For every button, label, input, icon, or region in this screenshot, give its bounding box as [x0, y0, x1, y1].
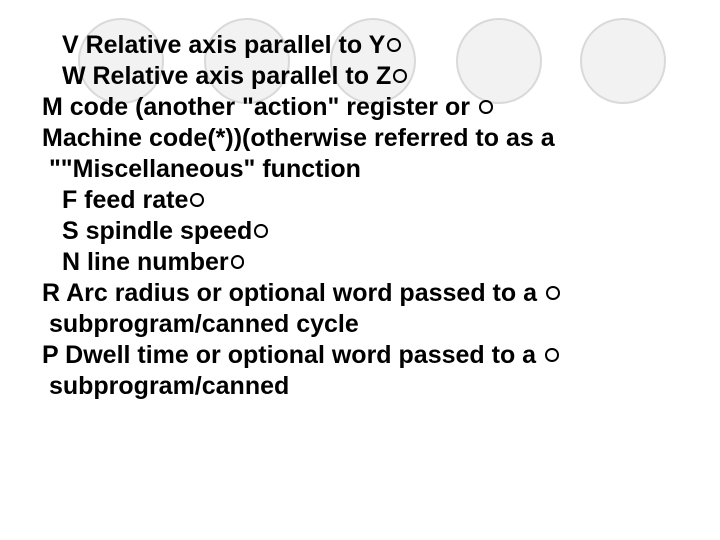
text-line: M code (another "action" register or [42, 92, 682, 123]
text-line: S spindle speed [42, 216, 682, 247]
hollow-circle-icon [387, 38, 401, 52]
slide-text-block: V Relative axis parallel to Y W Relative… [42, 30, 682, 402]
text-line: Machine code(*))(otherwise referred to a… [42, 123, 682, 154]
text-line: P Dwell time or optional word passed to … [42, 340, 682, 371]
hollow-circle-icon [545, 348, 559, 362]
text-line: subprogram/canned [42, 371, 682, 402]
text-line: W Relative axis parallel to Z [42, 61, 682, 92]
text-line: N line number [42, 247, 682, 278]
hollow-circle-icon [393, 69, 407, 83]
hollow-circle-icon [254, 224, 268, 238]
hollow-circle-icon [546, 286, 560, 300]
text-line: R Arc radius or optional word passed to … [42, 278, 682, 309]
hollow-circle-icon [479, 100, 493, 114]
text-line: V Relative axis parallel to Y [42, 30, 682, 61]
text-line: ""Miscellaneous" function [42, 154, 682, 185]
hollow-circle-icon [190, 193, 204, 207]
text-line: F feed rate [42, 185, 682, 216]
text-line: subprogram/canned cycle [42, 309, 682, 340]
hollow-circle-icon [231, 255, 245, 269]
